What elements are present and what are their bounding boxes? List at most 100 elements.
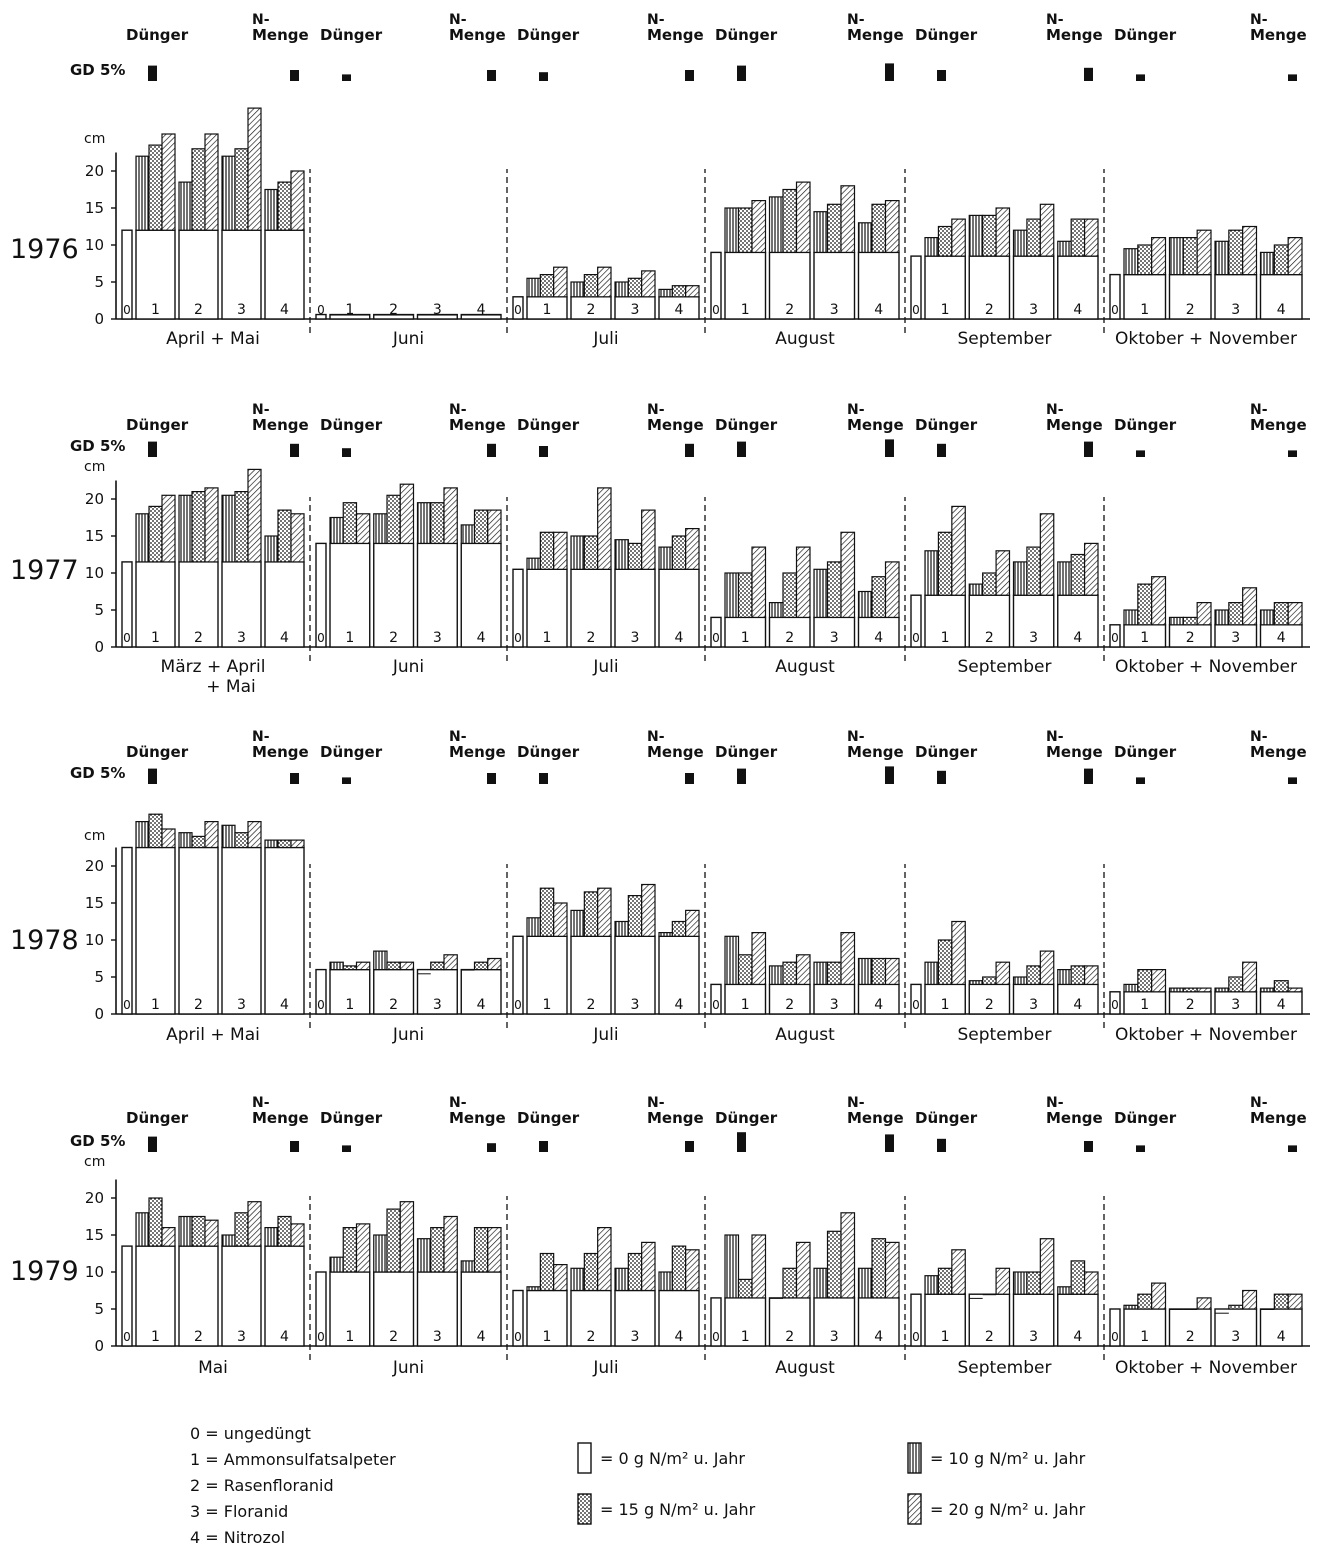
- group-label: 3: [433, 1329, 442, 1345]
- rate-bar: [1259, 251, 1275, 276]
- rate-bar: [1260, 1309, 1275, 1310]
- rate-bar: [473, 509, 489, 545]
- nmenge-header-line1: N-: [449, 402, 467, 418]
- group-label: 3: [631, 1329, 640, 1345]
- base-block: [857, 983, 900, 1015]
- group-label: 4: [477, 1329, 486, 1345]
- fertilizer-group-4: 4: [658, 285, 700, 320]
- period-label: April + Mai: [166, 1025, 260, 1045]
- y-tick-label: 15: [85, 1226, 104, 1244]
- rate-bar: [355, 513, 371, 544]
- gd-label: GD 5%: [70, 764, 125, 782]
- rate-bar: [135, 513, 150, 563]
- nmenge-header-line2: Menge: [1250, 1109, 1307, 1127]
- group-label: 1: [941, 997, 950, 1013]
- nmenge-header-line1: N-: [1250, 729, 1268, 745]
- base-block: [658, 568, 700, 648]
- rate-bar: [1242, 225, 1258, 276]
- rate-bar: [641, 1241, 656, 1292]
- fertilizer-group-1: 1: [329, 961, 371, 1015]
- group-label: 2: [587, 630, 596, 646]
- rate-bar: [658, 546, 673, 570]
- group-label: 1: [543, 997, 552, 1013]
- rate-bar: [148, 813, 163, 849]
- control-bar: [910, 1293, 922, 1347]
- base-block: [614, 568, 656, 648]
- group-label: 2: [587, 1329, 596, 1345]
- rate-bar: [373, 950, 388, 971]
- period-label: Juni: [392, 329, 424, 349]
- period-2: Dünger N-Menge Juni 0 1 2 3 4: [309, 402, 506, 677]
- rate-bar: [641, 270, 656, 298]
- legend-swatch-vertical: [907, 1442, 922, 1474]
- base-block: [968, 255, 1011, 320]
- duenger-header: Dünger: [517, 743, 580, 761]
- group-label: 3: [830, 630, 839, 646]
- rate-bar: [1273, 1293, 1289, 1310]
- rate-bar: [737, 954, 753, 985]
- group-label: 0: [712, 303, 720, 317]
- rate-bar: [795, 181, 811, 254]
- y-tick-label: 10: [85, 931, 104, 949]
- rate-bar: [221, 1234, 236, 1247]
- group-label: 3: [1029, 302, 1038, 318]
- rate-bar: [1123, 609, 1139, 626]
- gd-marker-duenger: [737, 441, 746, 457]
- rate-bar: [277, 181, 292, 231]
- period-label: August: [775, 1358, 835, 1378]
- fertilizer-group-1: 1: [135, 1197, 176, 1347]
- fertilizer-group-4: 4: [460, 1226, 502, 1347]
- gd-marker-duenger: [342, 448, 351, 457]
- rate-bar: [658, 288, 673, 298]
- base-block: [329, 542, 371, 648]
- base-block: [570, 935, 612, 1015]
- base-block: [1057, 255, 1099, 320]
- group-label: 2: [587, 997, 596, 1013]
- fertilizer-group-4: 4: [1057, 542, 1099, 648]
- period-3: Dünger N-Menge Juli 0 1 2 3 4: [506, 402, 704, 677]
- group-label: 0: [123, 631, 131, 645]
- group-label: 2: [389, 630, 398, 646]
- nmenge-header-line2: Menge: [449, 26, 506, 44]
- rate-bar: [204, 820, 219, 849]
- group-label: 3: [237, 302, 246, 318]
- fertilizer-group-1: 1: [724, 546, 767, 648]
- control-bar: [1109, 991, 1121, 1015]
- y-tick-label: 15: [85, 199, 104, 217]
- gd-marker-duenger: [539, 446, 548, 457]
- gd-marker-duenger: [737, 1132, 746, 1152]
- period-5: Dünger N-Menge September 0 1 2 3 4: [904, 729, 1103, 1045]
- fertilizer-group-4: 4: [1057, 965, 1099, 1015]
- rate-bar: [1123, 1304, 1139, 1310]
- group-label: 0: [712, 1330, 720, 1344]
- fertilizer-group-4: 4: [264, 170, 305, 320]
- group-label: 3: [830, 1329, 839, 1345]
- period-2: Dünger N-Menge Juni 0 1 2 3 4: [309, 1095, 506, 1378]
- nmenge-header-line1: N-: [647, 729, 665, 745]
- period-label: September: [958, 1358, 1052, 1378]
- legend-swatch-dotted: [577, 1493, 592, 1525]
- rate-bar: [1070, 1260, 1086, 1295]
- y-tick-label: 10: [85, 564, 104, 582]
- base-block: [373, 1271, 415, 1347]
- gd-marker-duenger: [937, 770, 946, 784]
- rate-bar: [724, 1234, 740, 1299]
- rate-bar: [857, 590, 873, 618]
- period-label: August: [775, 329, 835, 349]
- base-block: [1057, 594, 1099, 648]
- group-label: 4: [1073, 997, 1082, 1013]
- rate-bar: [570, 1267, 585, 1292]
- group-label: 3: [1231, 302, 1240, 318]
- group-label: 0: [317, 631, 325, 645]
- base-block: [1259, 273, 1303, 320]
- rate-bar: [982, 1294, 997, 1296]
- rate-bar: [204, 487, 219, 563]
- fertilizer-group-3: 3: [1214, 225, 1258, 320]
- group-label: 1: [1140, 630, 1149, 646]
- rate-bar: [751, 1234, 767, 1299]
- fertilizer-group-3: 3: [1214, 1289, 1258, 1347]
- period-4: Dünger N-Menge August 0 1 2 3 4: [704, 1095, 904, 1378]
- nmenge-header-line2: Menge: [847, 26, 904, 44]
- rate-bar: [737, 1278, 753, 1299]
